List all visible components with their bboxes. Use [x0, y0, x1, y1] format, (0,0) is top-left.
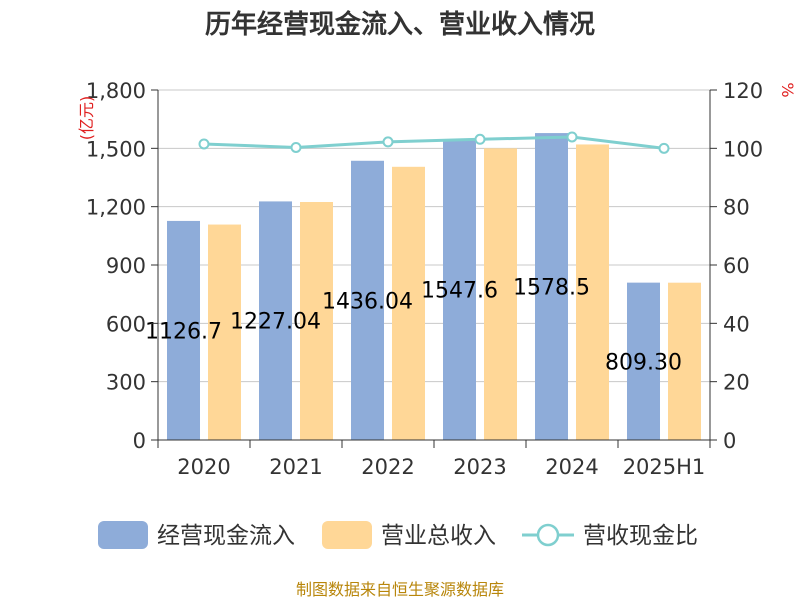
data-label: 1227.04	[230, 310, 321, 335]
legend: 经营现金流入 营业总收入 营收现金比	[98, 521, 698, 549]
x-tick-label: 2025H1	[623, 455, 706, 479]
source-note: 制图数据来自恒生聚源数据库	[296, 580, 504, 599]
bar-cash-inflow	[627, 282, 660, 440]
bar-revenue	[208, 224, 241, 440]
bar-cash-inflow	[167, 220, 200, 440]
bars	[167, 133, 701, 441]
left-tick-label: 1,800	[86, 79, 146, 103]
ratio-point	[658, 142, 670, 154]
bar-revenue	[484, 148, 517, 441]
grid	[158, 89, 710, 383]
right-tick-label: 0	[723, 429, 736, 453]
legend-swatch-revenue	[322, 521, 372, 549]
bar-revenue	[576, 144, 609, 440]
x-tick-label: 2023	[453, 455, 506, 479]
bar-cash-inflow	[443, 139, 476, 441]
left-tick-label: 300	[106, 371, 146, 395]
legend-swatch-cash-inflow	[98, 521, 148, 549]
ratio-line	[198, 131, 670, 154]
ratio-line-path	[203, 135, 665, 150]
x-tick-label: 2024	[545, 455, 598, 479]
right-tick-label: 100	[723, 137, 763, 161]
legend-label-revenue: 营业总收入	[381, 523, 496, 549]
legend-swatch-ratio-marker	[536, 523, 560, 547]
right-tick-label: 60	[723, 254, 750, 278]
axes: 0 300 600 900 1,200 1,500 1,800 0 20 40 60 80 100 120…	[86, 79, 763, 479]
legend-label-ratio: 营收现金比	[583, 523, 698, 549]
left-tick-label: 0	[133, 429, 146, 453]
x-tick-label: 2022	[361, 455, 414, 479]
right-tick-label: 20	[723, 371, 750, 395]
data-label: 1547.6	[421, 279, 498, 304]
left-tick-label: 900	[106, 254, 146, 278]
right-tick-label: 120	[723, 79, 763, 103]
left-axis-unit: (亿元)	[77, 96, 96, 141]
x-tick-label: 2020	[177, 455, 230, 479]
bar-revenue	[300, 202, 333, 440]
ratio-point	[566, 131, 578, 143]
bar-cash-inflow	[535, 133, 568, 440]
data-label: 1578.5	[513, 276, 590, 301]
right-axis-unit: %	[778, 82, 797, 97]
right-tick-label: 80	[723, 196, 750, 220]
ratio-point	[382, 136, 394, 148]
chart-title: 历年经营现金流入、营业收入情况	[205, 9, 595, 40]
left-tick-label: 600	[106, 312, 146, 336]
right-tick-label: 40	[723, 312, 750, 336]
legend-label-cash-inflow: 经营现金流入	[157, 523, 295, 549]
ratio-point	[474, 133, 486, 145]
left-tick-label: 1,500	[86, 137, 146, 161]
x-tick-label: 2021	[269, 455, 322, 479]
bar-cash-inflow	[351, 160, 384, 440]
ratio-point	[198, 138, 210, 150]
data-label: 809.30	[605, 350, 682, 375]
ratio-point	[290, 141, 302, 153]
left-tick-label: 1,200	[86, 196, 146, 220]
bar-cash-inflow	[259, 201, 292, 440]
data-label: 1436.04	[322, 289, 413, 314]
bar-revenue	[668, 282, 701, 440]
bar-revenue	[392, 166, 425, 441]
